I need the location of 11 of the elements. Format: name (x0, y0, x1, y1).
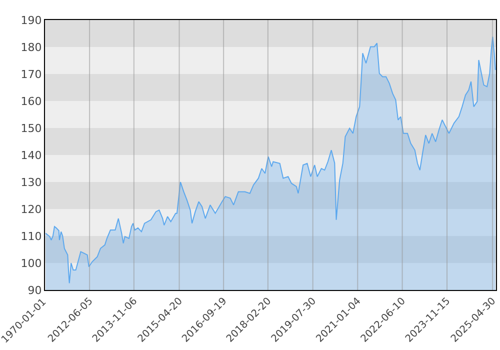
y-tick-label: 190 (20, 14, 42, 27)
y-tick-label: 90 (28, 284, 42, 297)
y-tick-label: 140 (20, 148, 42, 162)
y-tick-label: 170 (20, 68, 42, 81)
y-tick-label: 160 (20, 94, 42, 108)
y-tick-label: 120 (20, 202, 42, 216)
y-tick-label: 110 (20, 230, 42, 243)
y-tick-label: 130 (20, 176, 42, 189)
y-tick-label: 150 (20, 122, 42, 135)
y-tick-label: 100 (20, 256, 42, 270)
y-tick-label: 180 (20, 40, 42, 54)
